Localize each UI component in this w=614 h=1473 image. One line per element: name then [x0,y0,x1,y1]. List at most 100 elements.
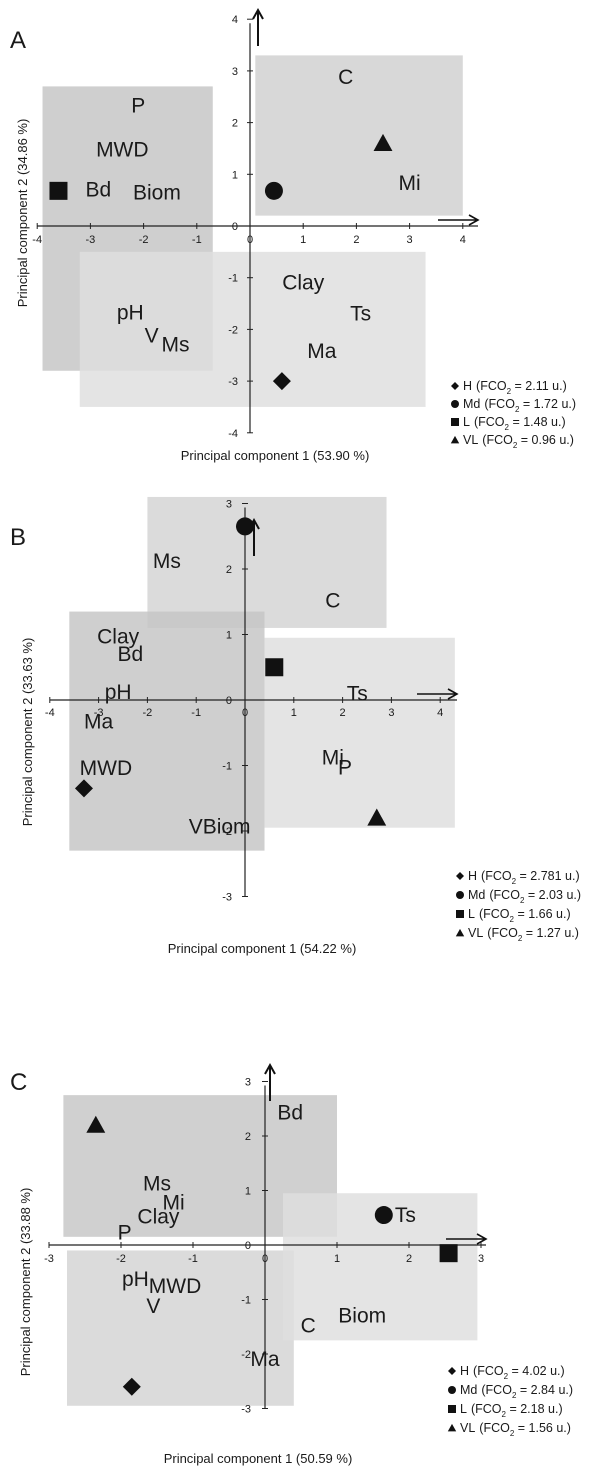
x-tick-label: -2 [143,707,153,719]
x-tick-label: 2 [340,707,346,719]
x-tick-label: 1 [300,234,306,246]
y-tick-label: 1 [226,630,232,642]
legend-prefix: (FCO [479,907,510,921]
legend-group-label: L [463,415,470,429]
x-tick-label: -4 [45,707,55,719]
legend-group-label: Md [463,397,480,411]
legend-entry: Md (FCO2 = 2.84 u.) [460,1383,573,1400]
variable-label: VBiom [189,815,251,838]
variable-label: Ma [250,1348,279,1371]
cluster-region [255,55,463,216]
variable-label: Clay [97,625,140,648]
x-tick-label: 3 [388,707,394,719]
legend-prefix: (FCO [484,397,515,411]
x-axis-title: Principal component 1 (50.59 %) [164,1451,353,1466]
variable-label: Biom [338,1304,386,1327]
variable-label: C [301,1314,316,1337]
y-axis-title: Principal component 2 (33.63 %) [20,638,35,827]
point-triangle [373,133,393,151]
variable-label: Ts [350,302,371,325]
legend-value: = 2.84 u.) [516,1383,573,1397]
y-tick-label: 3 [245,1077,251,1089]
variable-label: Biom [133,181,181,204]
legend-value: = 1.27 u.) [522,926,579,940]
x-tick-label: -1 [192,234,202,246]
legend-group-label: L [460,1402,467,1416]
x-tick-label: -3 [86,234,96,246]
x-tick-label: 2 [353,234,359,246]
pca-panel-c: -3 -2 -1 0 1 2 3 -3 -2 -1 0 1 2 3 C Principal component… [10,1062,573,1466]
legend-subscript: 2 [520,896,525,905]
legend-group-label: L [468,907,475,921]
legend-group-label: VL [460,1421,475,1435]
panel-letter: B [10,524,26,551]
variable-label: P [338,756,352,779]
legend-subscript: 2 [505,423,510,432]
x-tick-label: -3 [94,707,104,719]
y-axis-title: Principal component 2 (34.86 %) [15,119,30,308]
x-tick-label: 2 [406,1253,412,1265]
legend-diamond-icon [451,382,459,390]
x-tick-label: 4 [437,707,443,719]
horizontal-arrow-icon [438,214,480,226]
legend-group-label: Md [468,888,485,902]
legend-group-label: Md [460,1383,477,1397]
x-tick-label: 0 [247,234,253,246]
legend-triangle-icon [450,435,460,444]
legend-group-label: H [463,379,472,393]
y-tick-label: -3 [222,892,232,904]
variable-label: P [118,1222,132,1245]
legend-circle-icon [451,400,459,408]
y-tick-label: -1 [241,1295,251,1307]
legend-value: = 0.96 u.) [517,433,574,447]
variable-label: Bd [117,643,143,666]
legend-entry: H (FCO2 = 2.781 u.) [468,869,580,886]
legend-entry: H (FCO2 = 2.11 u.) [463,379,567,396]
legend-entry: VL (FCO2 = 1.56 u.) [460,1421,571,1438]
x-tick-label: -3 [44,1253,54,1265]
y-tick-label: -2 [222,826,232,838]
legend-entry: L (FCO2 = 1.48 u.) [463,415,566,432]
variable-label: Ms [153,550,181,573]
variable-label: Mi [399,172,421,195]
legend-group-label: VL [463,433,478,447]
variable-label: pH [105,681,132,704]
legend-value: = 1.72 u.) [519,397,576,411]
legend-triangle-icon [447,1423,457,1432]
legend-diamond-icon [456,872,464,880]
legend-value: = 2.781 u.) [516,869,580,883]
legend-entry: Md (FCO2 = 2.03 u.) [468,888,581,905]
cluster-region [264,637,455,828]
cluster-region [69,611,265,851]
y-tick-label: 0 [232,221,238,233]
legend-group-label: VL [468,926,483,940]
variable-label: Mi [162,1192,184,1215]
y-tick-label: 2 [245,1131,251,1143]
point-triangle [367,808,387,826]
variable-label: MWD [149,1275,201,1298]
legend-circle-icon [456,891,464,899]
legend-group-label: H [460,1364,469,1378]
point-circle [374,1206,393,1225]
x-tick-label: -1 [191,707,201,719]
legend-triangle-icon [455,928,465,937]
legend-subscript: 2 [510,1429,515,1438]
legend-circle-icon [448,1386,456,1394]
cluster-region [147,496,387,628]
y-tick-label: 3 [232,66,238,78]
legend-prefix: (FCO [471,1402,502,1416]
legend-diamond-icon [448,1367,456,1375]
y-tick-label: 4 [232,14,238,26]
legend-entry: VL (FCO2 = 0.96 u.) [463,433,574,450]
y-tick-label: -1 [222,761,232,773]
vertical-arrow-icon [264,1062,276,1101]
variable-label: pH [117,301,144,324]
x-tick-label: 0 [242,707,248,719]
legend-subscript: 2 [515,405,520,414]
legend-subscript: 2 [518,934,523,943]
legend-subscript: 2 [512,877,517,886]
variable-label: Clay [137,1205,180,1228]
variable-label: V [146,1295,160,1318]
panel-letter: A [10,27,26,54]
